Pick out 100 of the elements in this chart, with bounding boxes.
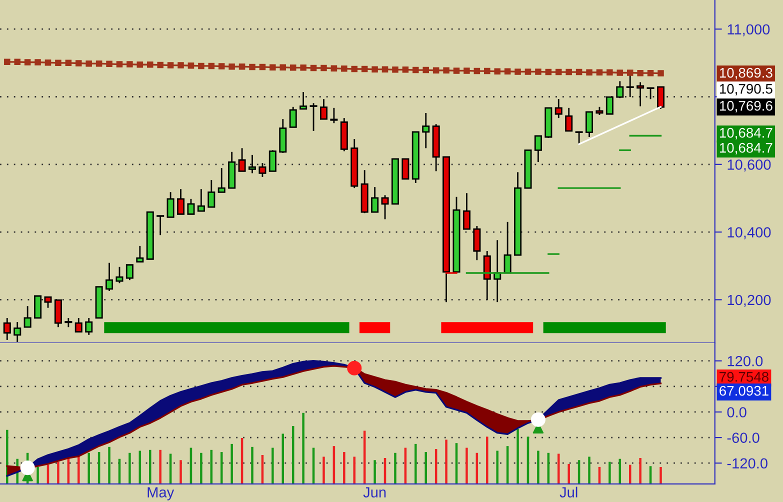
y-tick-label: 0.0 — [727, 407, 746, 418]
bar — [180, 460, 182, 484]
candlestick — [534, 135, 542, 163]
bar — [78, 456, 80, 484]
bar — [343, 452, 346, 484]
bar — [230, 444, 233, 484]
candlestick — [74, 317, 82, 333]
candlestick — [310, 102, 318, 132]
candlestick — [258, 162, 266, 178]
bar — [272, 448, 274, 484]
candlestick — [54, 299, 62, 328]
bar — [424, 452, 427, 484]
text: 67.0931 — [720, 386, 768, 396]
candlestick — [279, 118, 287, 154]
text: 10,790.5 — [720, 84, 772, 96]
bar — [414, 444, 417, 484]
candlestick — [64, 317, 72, 328]
candlestick — [116, 266, 124, 284]
candlestick — [24, 305, 32, 328]
candlestick — [3, 317, 11, 341]
candlestick — [554, 98, 562, 119]
x-tick-label: Jul — [560, 486, 578, 498]
candlestick — [208, 179, 216, 208]
candlestick — [575, 131, 583, 145]
bar — [374, 460, 376, 484]
point — [530, 412, 546, 427]
candlestick — [616, 80, 624, 99]
bar — [159, 450, 162, 484]
point — [20, 460, 35, 476]
candlestick — [44, 296, 52, 309]
candlestick — [656, 86, 665, 110]
bar — [516, 429, 519, 484]
text: 10,684.7 — [720, 128, 772, 140]
bar — [639, 458, 642, 484]
bar — [322, 456, 325, 484]
candlestick — [85, 317, 93, 336]
candlestick — [106, 262, 114, 292]
candlestick — [646, 87, 654, 100]
candlestick — [371, 186, 379, 213]
bar — [445, 440, 448, 484]
candlestick — [636, 82, 644, 107]
candlestick — [289, 106, 297, 128]
candlestick — [197, 188, 205, 212]
y-tick-label: 11,000 — [728, 24, 770, 36]
candlestick — [504, 221, 512, 274]
text: 10,769.6 — [720, 100, 772, 112]
bar — [57, 462, 60, 484]
text: 79.7548 — [720, 372, 768, 382]
candlestick — [320, 98, 328, 120]
y-tick-label: -120.0 — [727, 458, 768, 469]
bar — [496, 450, 498, 484]
candlestick — [606, 96, 614, 115]
candlestick — [136, 245, 144, 263]
bar — [558, 454, 560, 484]
y-tick-label: 10,200 — [728, 294, 771, 307]
candlestick — [156, 215, 164, 236]
y-tick-label: -60.0 — [727, 432, 760, 443]
candlestick — [586, 111, 594, 138]
bar — [394, 452, 396, 484]
bar — [88, 452, 90, 484]
candlestick — [300, 91, 308, 110]
candlestick — [126, 264, 134, 281]
bar — [200, 452, 202, 484]
y-tick-label: 10,400 — [728, 227, 771, 240]
bar — [302, 412, 304, 484]
text: 10,869.3 — [720, 68, 772, 80]
candlestick — [483, 250, 491, 301]
candlestick — [330, 107, 338, 124]
bar — [537, 450, 540, 484]
candlestick — [166, 191, 174, 218]
bar — [108, 446, 110, 484]
bar — [128, 452, 131, 484]
bar — [608, 462, 611, 484]
bar — [486, 436, 488, 484]
point — [347, 360, 362, 376]
candlestick — [14, 321, 22, 343]
candlestick — [187, 198, 195, 215]
y-tick-label: 120.0 — [728, 356, 763, 366]
candlestick — [34, 295, 42, 319]
candlestick — [381, 194, 389, 220]
x-tick-label: Jun — [363, 487, 386, 498]
bar — [251, 446, 254, 484]
candlestick — [238, 147, 246, 172]
bar — [36, 466, 39, 484]
candlestick — [402, 158, 410, 180]
bar — [660, 466, 662, 484]
candlestick — [473, 225, 481, 261]
bar — [568, 464, 570, 484]
bar — [466, 448, 468, 484]
x-tick-label: May — [148, 487, 174, 500]
candlestick — [462, 192, 470, 230]
candlestick — [177, 188, 185, 215]
candlestick — [565, 107, 573, 132]
y-tick-label: 10,600 — [728, 160, 771, 172]
bar — [588, 456, 590, 484]
candlestick — [248, 154, 256, 174]
candlestick — [422, 112, 430, 149]
candlestick — [268, 150, 276, 172]
candlestick — [218, 167, 226, 193]
text: 10,684.7 — [720, 142, 772, 154]
